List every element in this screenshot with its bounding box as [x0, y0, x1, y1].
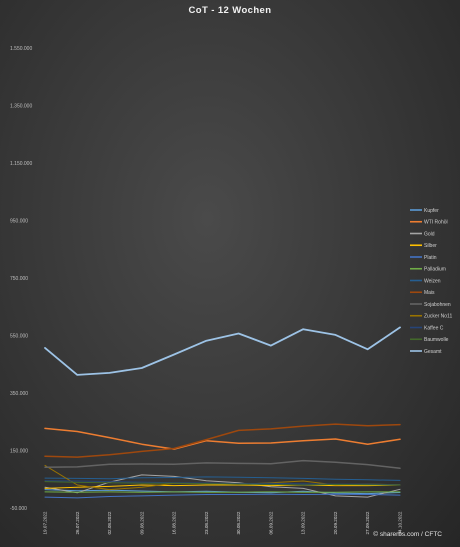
legend-item: Baumwolle: [410, 337, 449, 343]
legend-item: Gold: [410, 231, 435, 237]
legend-label: Sojabohnen: [424, 302, 451, 308]
y-tick-label: 950.000: [10, 219, 28, 225]
y-tick-label: 750.000: [10, 276, 28, 282]
x-axis: 19.07.2022 26.07.2022 02.08.2022 09.08.2022…: [43, 511, 403, 534]
legend: Kupfer WTI Rohöl Gold Silber Platin Palladium…: [410, 208, 452, 355]
legend-label: Kaffee C: [424, 325, 444, 331]
series-line-gesamt: [44, 326, 401, 376]
x-tick-label: 04.10.2022: [398, 511, 403, 534]
series-line-sojabohnen: [44, 459, 401, 470]
legend-label: WTI Rohöl: [424, 220, 448, 226]
legend-label: Gesamt: [424, 349, 442, 355]
legend-label: Mais: [424, 290, 435, 296]
y-tick-label: 550.000: [10, 334, 28, 340]
x-tick-label: 02.08.2022: [107, 511, 112, 534]
legend-label: Zucker No11: [424, 314, 452, 320]
x-tick-label: 19.07.2022: [43, 511, 48, 534]
y-tick-label: 150.000: [10, 449, 28, 455]
legend-item: WTI Rohöl: [410, 220, 448, 226]
series-line-weizen: [44, 476, 401, 481]
series-lines: [44, 326, 401, 499]
legend-item: Gesamt: [410, 349, 442, 355]
series-line-silber: [44, 484, 401, 489]
series-line-baumwolle: [44, 481, 401, 486]
legend-label: Weizen: [424, 278, 441, 284]
chart-title: CoT - 12 Wochen: [188, 5, 272, 16]
y-tick-label: 1.550.000: [10, 46, 32, 52]
legend-label: Palladium: [424, 267, 446, 273]
x-tick-label: 06.09.2022: [268, 511, 273, 534]
series-line-wti-roh-l: [44, 427, 401, 450]
x-tick-label: 26.07.2022: [75, 511, 80, 534]
series-line-platin: [44, 493, 401, 499]
series-line-gold: [44, 474, 401, 498]
legend-item: Zucker No11: [410, 314, 452, 320]
y-tick-label: 350.000: [10, 391, 28, 397]
legend-item: Weizen: [410, 278, 441, 284]
x-tick-label: 16.08.2022: [172, 511, 177, 534]
x-tick-label: 27.09.2022: [365, 511, 370, 534]
y-tick-label: -50.000: [10, 506, 27, 512]
y-tick-label: 1.350.000: [10, 104, 32, 110]
x-tick-label: 23.08.2022: [204, 511, 209, 534]
legend-item: Mais: [410, 290, 435, 296]
x-tick-label: 13.09.2022: [301, 511, 306, 534]
source-note: © sharerbs.com / CFTC: [373, 531, 442, 538]
series-line-mais: [44, 423, 401, 458]
legend-label: Baumwolle: [424, 337, 449, 343]
legend-label: Kupfer: [424, 208, 439, 214]
y-axis: -50.000 150.000 350.000 550.000 750.000 950.0…: [10, 46, 32, 512]
x-tick-label: 30.08.2022: [236, 511, 241, 534]
legend-item: Platin: [410, 255, 437, 261]
legend-label: Silber: [424, 243, 437, 249]
legend-item: Kaffee C: [410, 325, 444, 331]
x-tick-label: 09.08.2022: [139, 511, 144, 534]
legend-label: Gold: [424, 231, 435, 237]
legend-item: Sojabohnen: [410, 302, 451, 308]
y-tick-label: 1.150.000: [10, 161, 32, 167]
legend-item: Palladium: [410, 267, 446, 273]
legend-label: Platin: [424, 255, 437, 261]
x-tick-label: 20.09.2022: [333, 511, 338, 534]
legend-item: Silber: [410, 243, 437, 249]
legend-item: Kupfer: [410, 208, 439, 214]
